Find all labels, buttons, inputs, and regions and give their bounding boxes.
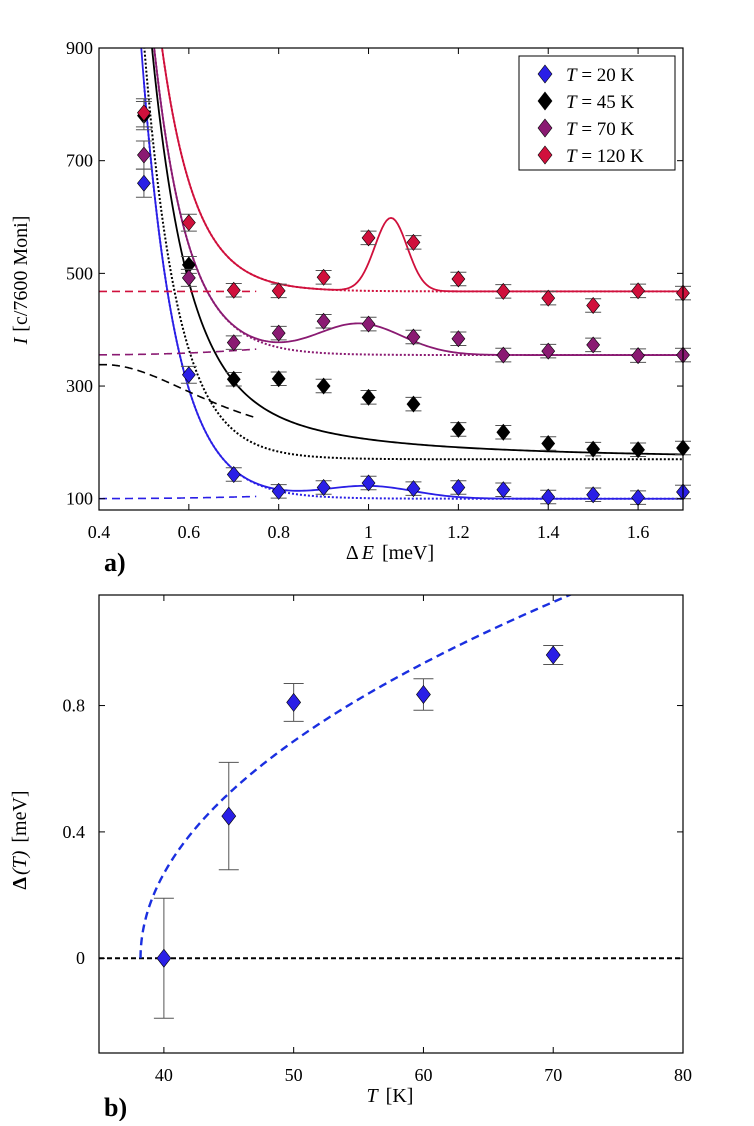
panel-a-data-point	[362, 389, 375, 405]
panel-a-xtick-label: 1	[364, 522, 373, 542]
panel-b-data-point	[416, 685, 430, 703]
panel-b-xtick-label: 70	[544, 1065, 562, 1085]
panel-a-data-point	[452, 331, 465, 347]
legend-label: T = 20 K	[566, 65, 635, 86]
panel-b-chart: 40 50 60 70 80 0 0.4 0.8 Δ(T)[meV] T[K] b)	[9, 555, 692, 1121]
panel-a-ytick-label: 900	[66, 38, 93, 58]
panel-a-data-point	[227, 371, 240, 387]
panel-a-data-point	[632, 490, 645, 506]
panel-a-legend: T = 20 K T = 45 K T = 70 K T = 120 K	[519, 56, 675, 170]
panel-a-data-point	[542, 343, 555, 359]
panel-a-data-point	[317, 269, 330, 285]
panel-a-data-point	[632, 442, 645, 458]
panel-a-data-point	[317, 313, 330, 329]
panel-b-data-point	[546, 646, 560, 664]
panel-b-xtick-label: 40	[155, 1065, 173, 1085]
panel-a-data-point	[587, 337, 600, 353]
panel-b-label: b)	[104, 1093, 127, 1121]
panel-a-data-point	[497, 347, 510, 363]
panel-a-data-point	[227, 282, 240, 298]
panel-a-data-point	[542, 290, 555, 306]
panel-a-data-point	[452, 421, 465, 437]
panel-b-xlabel: T[K]	[367, 1085, 414, 1107]
panel-a-data-point	[452, 271, 465, 287]
panel-b-data-points	[154, 646, 563, 1019]
legend-label: T = 45 K	[566, 92, 635, 113]
panel-a-data-point	[587, 297, 600, 313]
panel-a-data-point	[272, 371, 285, 387]
panel-b-ytick-label: 0.8	[63, 696, 86, 716]
panel-b-ytick-label: 0	[76, 948, 85, 968]
panel-a-data-point	[317, 378, 330, 394]
panel-a-xtick-label: 0.8	[267, 522, 290, 542]
panel-a-chart: 0.4 0.6 0.8 1 1.2 1.4 1.6 100 300 500 700 900 I[c/7…	[10, 0, 691, 577]
panel-b-axes: 40 50 60 70 80 0 0.4 0.8	[63, 595, 693, 1085]
panel-a-ytick-label: 700	[66, 151, 93, 171]
panel-a-data-point	[227, 467, 240, 483]
panel-a-data-point	[227, 335, 240, 351]
panel-a-data-point	[497, 283, 510, 299]
panel-b-fit-curve	[141, 555, 670, 959]
panel-b-xtick-label: 60	[414, 1065, 432, 1085]
legend-label: T = 120 K	[566, 146, 644, 167]
panel-a-data-point	[137, 175, 150, 191]
panel-a-ytick-label: 500	[66, 263, 93, 283]
panel-a-ytick-label: 300	[66, 376, 93, 396]
panel-a-ylabel: I[c/7600 Moni]	[10, 216, 32, 346]
panel-a-data-point	[587, 487, 600, 503]
panel-b-ytick-label: 0.4	[63, 822, 86, 842]
panel-a-data-point	[587, 441, 600, 457]
panel-b-data-point	[287, 693, 301, 711]
panel-a-data-point	[497, 424, 510, 440]
panel-a-xtick-label: 0.6	[178, 522, 201, 542]
panel-b-frame	[99, 595, 683, 1053]
panel-a-xtick-label: 1.4	[537, 522, 560, 542]
panel-b-xtick-label: 80	[674, 1065, 692, 1085]
panel-a-xtick-label: 1.2	[447, 522, 470, 542]
panel-a-data-point	[407, 396, 420, 412]
panel-a-data-point	[362, 475, 375, 491]
panel-a-xtick-label: 0.4	[88, 522, 111, 542]
panel-a-data-point	[632, 283, 645, 299]
panel-a-data-point	[272, 483, 285, 499]
panel-a-ytick-label: 100	[66, 489, 93, 509]
panel-a-fit-inelastic	[99, 496, 256, 498]
panel-a-data-point	[182, 367, 195, 383]
panel-a-fit-background	[144, 0, 683, 355]
panel-a-data-point	[452, 479, 465, 495]
panel-a-data-point	[362, 230, 375, 246]
panel-a-data-point	[407, 481, 420, 497]
panel-a-data-point	[137, 147, 150, 163]
panel-a-data-point	[632, 348, 645, 364]
panel-b-fit-curves	[99, 555, 683, 959]
panel-a-data-point	[182, 270, 195, 286]
panel-a-data-point	[542, 489, 555, 505]
panel-a-label: a)	[104, 548, 126, 577]
panel-b-data-point	[157, 949, 171, 967]
panel-b-ylabel: Δ(T)[meV]	[9, 790, 31, 889]
panel-b-data-point	[222, 807, 236, 825]
panel-a-data-point	[362, 316, 375, 332]
panel-a-xtick-label: 1.6	[627, 522, 650, 542]
legend-label: T = 70 K	[566, 119, 635, 140]
panel-b-xtick-label: 50	[285, 1065, 303, 1085]
panel-a-data-point	[407, 234, 420, 250]
panel-a-data-point	[497, 482, 510, 498]
panel-a-fit-inelastic	[99, 349, 256, 355]
panel-a-data-point	[317, 479, 330, 495]
panel-a-data-point	[272, 325, 285, 341]
panel-a-data-point	[542, 436, 555, 452]
